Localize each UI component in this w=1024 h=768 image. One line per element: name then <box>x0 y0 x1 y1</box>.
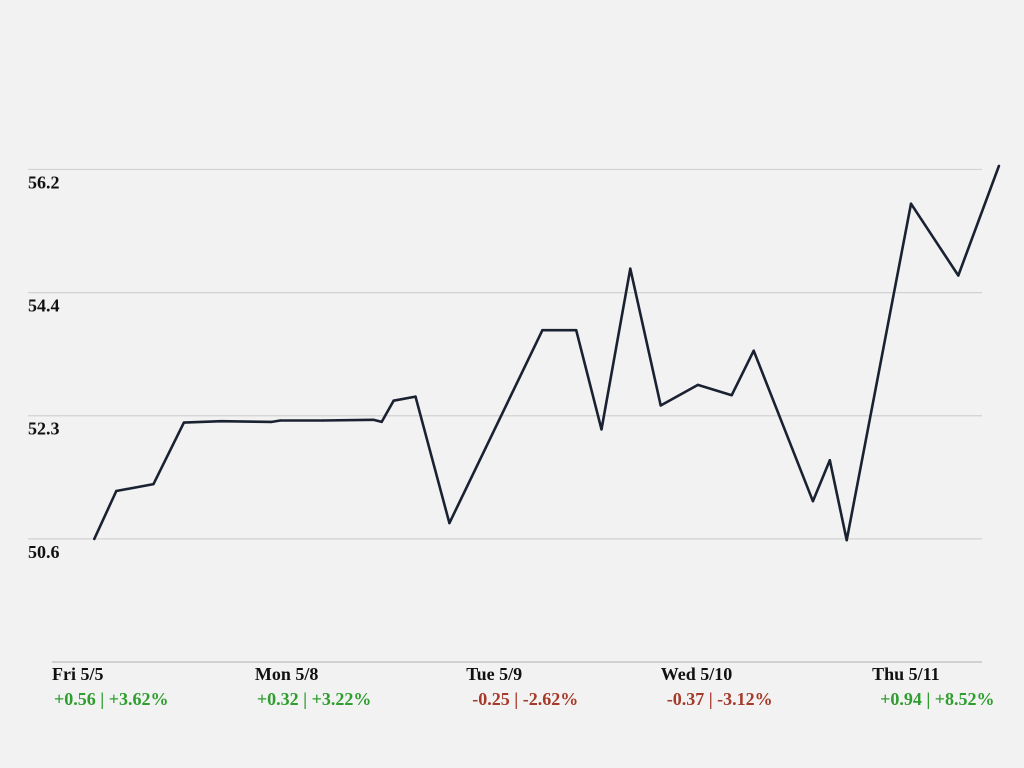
price-point <box>152 482 155 486</box>
y-tick-label: 52.3 <box>28 419 60 439</box>
price-point <box>219 420 223 423</box>
x-tick-label: Thu 5/11 <box>872 664 940 684</box>
price-point <box>115 489 118 493</box>
daily-change-label: -0.25 | -2.62% <box>472 689 578 709</box>
price-point <box>909 202 913 205</box>
price-point <box>392 399 395 402</box>
price-point <box>730 394 733 397</box>
price-point <box>828 458 832 462</box>
price-point <box>845 539 848 542</box>
price-series-line <box>93 164 1001 542</box>
price-point <box>270 420 274 424</box>
price-point <box>600 428 603 431</box>
y-tick-label: 56.2 <box>28 172 60 192</box>
daily-change-label: +0.32 | +3.22% <box>257 689 371 709</box>
price-point <box>372 418 375 422</box>
price-point <box>541 329 544 332</box>
price-point <box>380 420 383 424</box>
x-tick-label: Tue 5/9 <box>466 664 522 684</box>
x-tick-label: Mon 5/8 <box>255 664 319 684</box>
price-point <box>957 274 960 277</box>
x-tick-label: Wed 5/10 <box>661 664 733 684</box>
grid-layer <box>28 168 982 540</box>
price-point <box>279 419 282 422</box>
x-tick-label: Fri 5/5 <box>52 664 104 684</box>
price-point <box>997 164 1001 168</box>
daily-change-label: +0.56 | +3.62% <box>54 689 168 709</box>
daily-change-label: +0.94 | +8.52% <box>880 689 994 709</box>
price-point <box>696 383 700 387</box>
price-point <box>811 500 815 503</box>
axis-layer: 50.6 52.3 54.4 56.2 <box>28 172 982 663</box>
price-point <box>321 419 324 422</box>
price-point <box>448 521 451 525</box>
y-tick-label: 50.6 <box>28 542 60 562</box>
price-point <box>182 421 186 424</box>
price-point <box>414 395 417 398</box>
price-point <box>752 349 755 352</box>
price-point <box>659 404 662 407</box>
series-layer <box>93 164 1001 542</box>
label-layer: Fri 5/5 +0.56 | +3.62% Mon 5/8 +0.32 | +3.2… <box>52 664 995 709</box>
price-point <box>629 267 632 270</box>
daily-change-label: -0.37 | -3.12% <box>667 689 773 709</box>
y-tick-label: 54.4 <box>28 296 60 316</box>
price-point <box>574 329 578 332</box>
price-point <box>93 537 96 541</box>
